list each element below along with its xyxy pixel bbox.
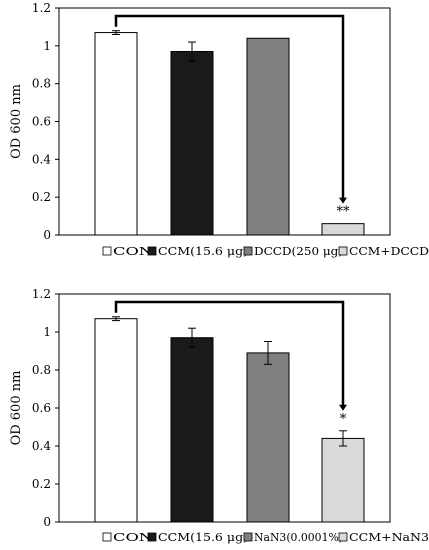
bar-1 [94, 32, 138, 236]
y-tick-label: 1.2 [32, 287, 51, 301]
significance-label: * [340, 412, 347, 427]
y-tick-label: 0.2 [32, 190, 51, 204]
bar-1 [94, 318, 138, 523]
legend-swatch-2 [147, 532, 157, 542]
significance-bracket [114, 14, 345, 200]
legend-swatch-1 [102, 246, 112, 256]
legend-label-1: CON [113, 245, 154, 258]
y-tick-label: 0.4 [32, 439, 51, 453]
bar-4 [321, 437, 365, 523]
bar-2 [170, 337, 214, 523]
legend-swatch-4 [338, 246, 348, 256]
legend-label-3: NaN3(0.0001%) [254, 531, 343, 544]
y-tick-label: 0.6 [32, 115, 51, 129]
y-axis-label: OD 600 nm [9, 84, 24, 159]
y-tick-label: 0.6 [32, 401, 51, 415]
legend-swatch-1 [102, 532, 112, 542]
legend-swatch-3 [243, 246, 253, 256]
y-axis-label: OD 600 nm [9, 371, 24, 446]
y-tick-label: 0 [43, 515, 51, 529]
y-tick-label: 1 [43, 325, 51, 339]
significance-bracket [114, 300, 345, 407]
bar-4 [321, 223, 365, 236]
legend-label-3: DCCD(250 μg) [254, 245, 343, 258]
significance-arrowhead [339, 197, 347, 204]
legend-swatch-4 [338, 532, 348, 542]
y-tick-label: 0.2 [32, 477, 51, 491]
chart-panel-2: 0 0.2 0.4 0.6 0.8 1 1.2 OD 600 nm * CON CCM(15.6 μ… [9, 287, 429, 544]
y-tick-label: 1 [43, 39, 51, 53]
bar-2 [170, 51, 214, 236]
y-tick-label: 1.2 [32, 1, 51, 15]
legend-swatch-2 [147, 246, 157, 256]
y-tick-label: 0.8 [32, 363, 51, 377]
bar-3 [246, 37, 290, 236]
chart-panel-1: 0 0.2 0.4 0.6 0.8 1 1.2 OD 600 nm ** CON CCM(15.6 … [9, 1, 429, 258]
significance-arrowhead [339, 404, 347, 411]
legend-label-4: CCM+DCCD [349, 245, 429, 258]
legend-label-1: CON [113, 531, 154, 544]
legend-label-2: CCM(15.6 μg) [158, 245, 248, 258]
significance-label: ** [337, 205, 351, 220]
legend-label-4: CCM+NaN3 [349, 531, 429, 544]
y-tick-label: 0.8 [32, 77, 51, 91]
legend-swatch-3 [243, 532, 253, 542]
bar-3 [246, 352, 290, 523]
y-tick-label: 0.4 [32, 152, 51, 166]
legend-label-2: CCM(15.6 μg) [158, 531, 248, 544]
y-tick-label: 0 [43, 228, 51, 242]
